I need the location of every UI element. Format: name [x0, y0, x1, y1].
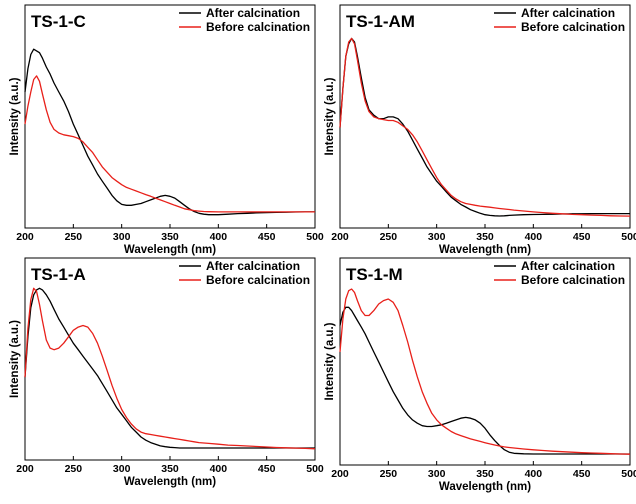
x-axis-label: Wavelength (nm) — [124, 244, 216, 256]
x-tick-label: 450 — [573, 231, 591, 243]
y-axis-label: Intensity (a.u.) — [9, 320, 21, 398]
x-tick-label: 300 — [113, 463, 131, 475]
legend-entry: Before calcination — [521, 20, 625, 34]
x-tick-label: 400 — [525, 231, 543, 243]
series-line-before-calcination — [339, 37, 631, 217]
x-tick-label: 250 — [380, 468, 398, 480]
plot-frame — [24, 257, 316, 461]
x-tick-label: 200 — [16, 463, 34, 475]
series-line-after-calcination — [24, 287, 315, 449]
x-tick-label: 350 — [161, 231, 179, 243]
x-tick-label: 450 — [573, 468, 591, 480]
x-tick-label: 500 — [621, 468, 636, 480]
y-axis-label: Intensity (a.u.) — [324, 322, 336, 400]
x-tick-label: 350 — [476, 468, 494, 480]
x-tick-label: 200 — [331, 468, 349, 480]
y-axis-label: Intensity (a.u.) — [9, 77, 21, 155]
x-tick-label: 300 — [428, 468, 446, 480]
x-tick-label: 250 — [65, 231, 83, 243]
legend-entry: Before calcination — [521, 273, 625, 287]
legend-entry: After calcination — [206, 259, 300, 273]
series-line-before-calcination — [24, 287, 316, 450]
x-tick-label: 300 — [428, 231, 446, 243]
chart-panel: 200 250 300 350 400 450 500 Wavelength (nm) Inte… — [9, 4, 324, 256]
series-line-after-calcination — [339, 306, 630, 455]
x-axis-label: Wavelength (nm) — [124, 476, 216, 488]
panel-title: TS-1-M — [346, 265, 403, 284]
legend-entry: After calcination — [206, 6, 300, 20]
x-tick-label: 450 — [258, 463, 276, 475]
x-tick-label: 300 — [113, 231, 131, 243]
panel-title: TS-1-A — [31, 265, 86, 284]
x-tick-label: 250 — [65, 463, 83, 475]
x-tick-label: 250 — [380, 231, 398, 243]
chart-panel: 200 250 300 350 400 450 500 Wavelength (nm) Inte… — [324, 4, 636, 256]
plot-frame — [339, 4, 631, 229]
x-axis-label: Wavelength (nm) — [439, 481, 531, 493]
x-tick-label: 500 — [621, 231, 636, 243]
chart-panel: 200 250 300 350 400 450 500 Wavelength (nm) Inte… — [9, 257, 324, 488]
x-tick-label: 200 — [331, 231, 349, 243]
x-tick-label: 400 — [525, 468, 543, 480]
x-axis-label: Wavelength (nm) — [439, 244, 531, 256]
x-tick-label: 500 — [306, 231, 324, 243]
series-line-after-calcination — [339, 37, 630, 217]
x-tick-label: 200 — [16, 231, 34, 243]
legend-entry: Before calcination — [206, 20, 310, 34]
x-tick-label: 350 — [476, 231, 494, 243]
x-tick-label: 400 — [210, 463, 228, 475]
plot-frame — [24, 4, 316, 229]
series-line-after-calcination — [24, 48, 315, 216]
panel-title: TS-1-AM — [346, 12, 415, 31]
chart-panel: 200 250 300 350 400 450 500 Wavelength (nm) Inte… — [324, 257, 636, 493]
y-axis-label: Intensity (a.u.) — [324, 77, 336, 155]
x-tick-label: 450 — [258, 231, 276, 243]
x-tick-label: 400 — [210, 231, 228, 243]
plot-frame — [339, 257, 631, 466]
x-tick-label: 350 — [161, 463, 179, 475]
series-line-before-calcination — [339, 288, 631, 455]
panel-title: TS-1-C — [31, 12, 86, 31]
series-line-before-calcination — [24, 75, 315, 213]
legend-entry: After calcination — [521, 6, 615, 20]
legend-entry: Before calcination — [206, 273, 310, 287]
x-tick-label: 500 — [306, 463, 324, 475]
legend-entry: After calcination — [521, 259, 615, 273]
